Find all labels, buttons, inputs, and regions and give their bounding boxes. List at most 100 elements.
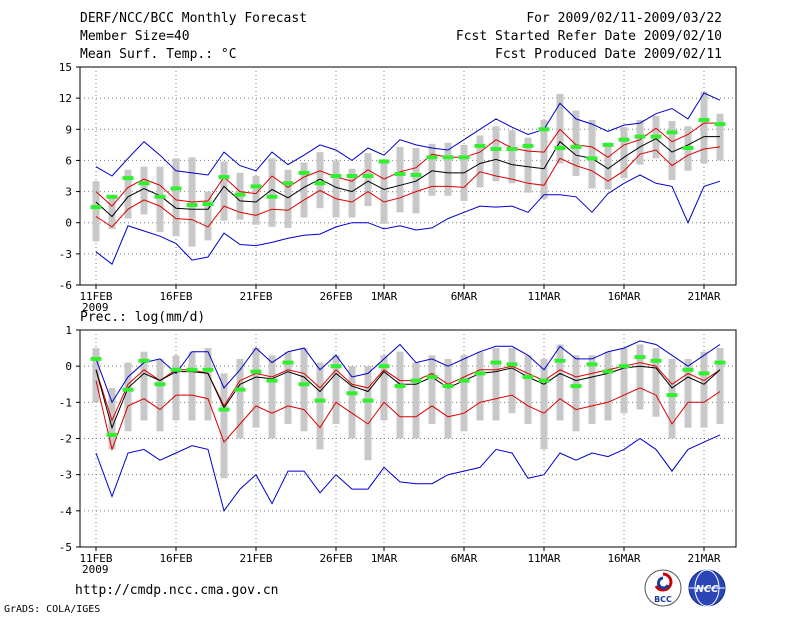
temperature-observed-mark: [282, 181, 294, 186]
forecast-produced-date: Fcst Produced Date 2009/02/11: [495, 47, 722, 62]
temperature-ensemble-box: [444, 142, 452, 196]
member-size: Member Size=40: [80, 29, 190, 44]
precipitation-xtick-label: 26FEB: [319, 552, 352, 565]
precipitation-ensemble-min-line: [95, 434, 721, 512]
temperature-observed-mark: [522, 143, 534, 148]
precipitation-observed-mark: [282, 360, 294, 365]
temperature-ensemble-box: [92, 181, 100, 242]
precipitation-ensemble-box: [540, 358, 548, 450]
temperature-observed-mark: [618, 137, 630, 142]
precipitation-observed-mark: [314, 398, 326, 403]
precipitation-observed-mark: [618, 364, 630, 369]
temperature-ytick-label: 0: [65, 217, 72, 230]
temperature-xtick-label: 16FEB: [159, 290, 192, 303]
precipitation-ensemble-box: [364, 366, 372, 461]
temperature-observed-mark: [266, 194, 278, 199]
temperature-ensemble-box: [204, 191, 212, 241]
temperature-xtick-year: 2009: [82, 301, 109, 314]
temperature-observed-mark: [490, 147, 502, 152]
precipitation-observed-mark: [682, 367, 694, 372]
temperature-ensemble-box: [620, 127, 628, 179]
temperature-ensemble-box: [604, 142, 612, 190]
precipitation-ensemble-box: [108, 387, 116, 450]
temperature-ensemble-box: [316, 152, 324, 209]
temperature-observed-mark: [250, 184, 262, 189]
temperature-plot-frame: [79, 66, 737, 286]
forecast-started-date: Fcst Started Refer Date 2009/02/10: [455, 29, 722, 44]
chart-title: DERF/NCC/BCC Monthly Forecast: [80, 11, 307, 26]
precipitation-ensemble-box: [284, 351, 292, 425]
precipitation-xtick-label: 11MAR: [527, 552, 560, 565]
temperature-ensemble-mean-line: [95, 136, 720, 218]
precipitation-ensemble-box: [716, 348, 724, 425]
temperature-xtick-label: 16MAR: [607, 290, 640, 303]
temperature-observed-mark: [586, 156, 598, 161]
temperature-xtick-label: 1MAR: [371, 290, 398, 303]
precipitation-ensemble-box: [172, 355, 180, 421]
temperature-observed-mark: [506, 147, 518, 152]
ncc-logo-text: NCC: [695, 584, 719, 595]
temperature-xtick-label: 21FEB: [239, 290, 272, 303]
temperature-ytick-label: -6: [59, 279, 72, 292]
precipitation-ensemble-box: [460, 355, 468, 432]
precipitation-xtick-label: 16FEB: [159, 552, 192, 565]
temperature-ensemble-box: [364, 153, 372, 207]
bcc-logo: BCC: [644, 569, 682, 607]
temperature-ensemble-lower-line: [95, 146, 721, 228]
precipitation-ensemble-max-line: [95, 340, 721, 404]
precipitation-ensemble-box: [156, 358, 164, 432]
precipitation-ensemble-box: [316, 362, 324, 450]
temperature-observed-mark: [378, 159, 390, 164]
precipitation-xtick-label: 11FEB: [79, 552, 112, 565]
precipitation-observed-mark: [266, 378, 278, 383]
temperature-observed-mark: [106, 194, 118, 199]
precipitation-observed-mark: [154, 382, 166, 387]
precipitation-ytick-label: 0: [65, 360, 72, 373]
temperature-ytick-label: 12: [59, 92, 72, 105]
temperature-observed-mark: [346, 174, 358, 178]
precipitation-ensemble-box: [652, 348, 660, 417]
precipitation-observed-mark: [602, 369, 614, 374]
temperature-observed-mark: [570, 144, 582, 149]
temperature-observed-mark: [442, 155, 454, 160]
temperature-observed-mark: [410, 172, 422, 177]
precipitation-ensemble-box: [252, 348, 260, 428]
temperature-ensemble-box: [124, 169, 132, 219]
source-url[interactable]: http://cmdp.ncc.cma.gov.cn: [75, 583, 279, 598]
temperature-ensemble-box: [268, 158, 276, 227]
precipitation-observed-mark: [186, 367, 198, 372]
temperature-observed-mark: [538, 127, 550, 132]
temperature-ensemble-box: [492, 126, 500, 182]
precipitation-observed-mark: [442, 384, 454, 389]
precipitation-observed-mark: [106, 432, 118, 437]
temperature-ensemble-box: [172, 158, 180, 237]
temperature-ensemble-box: [284, 169, 292, 228]
precipitation-observed-mark: [586, 362, 598, 367]
precipitation-ensemble-box: [236, 358, 244, 439]
precipitation-ensemble-box: [380, 355, 388, 421]
temperature-ensemble-box: [540, 119, 548, 199]
temperature-ytick-label: -3: [59, 248, 72, 261]
temperature-observed-mark: [298, 170, 310, 175]
precipitation-ensemble-box: [428, 355, 436, 425]
precipitation-observed-mark: [346, 391, 358, 396]
precipitation-ensemble-box: [524, 355, 532, 425]
precipitation-ensemble-box: [188, 351, 196, 421]
temperature-observed-mark: [330, 174, 342, 178]
precipitation-observed-mark: [394, 384, 406, 389]
temperature-ensemble-box: [508, 130, 516, 184]
temperature-observed-mark: [122, 176, 134, 181]
temperature-ensemble-box: [476, 135, 484, 188]
precipitation-observed-mark: [554, 358, 566, 363]
temperature-xtick-label: 11MAR: [527, 290, 560, 303]
temperature-ensemble-box: [668, 120, 676, 181]
precipitation-observed-mark: [202, 367, 214, 372]
grads-credit: GrADS: COLA/IGES: [4, 604, 101, 615]
precipitation-observed-mark: [474, 371, 486, 376]
temperature-ensemble-box: [524, 137, 532, 193]
precipitation-ensemble-box: [348, 366, 356, 439]
precipitation-observed-mark: [378, 364, 390, 369]
precipitation-ensemble-box: [92, 348, 100, 403]
